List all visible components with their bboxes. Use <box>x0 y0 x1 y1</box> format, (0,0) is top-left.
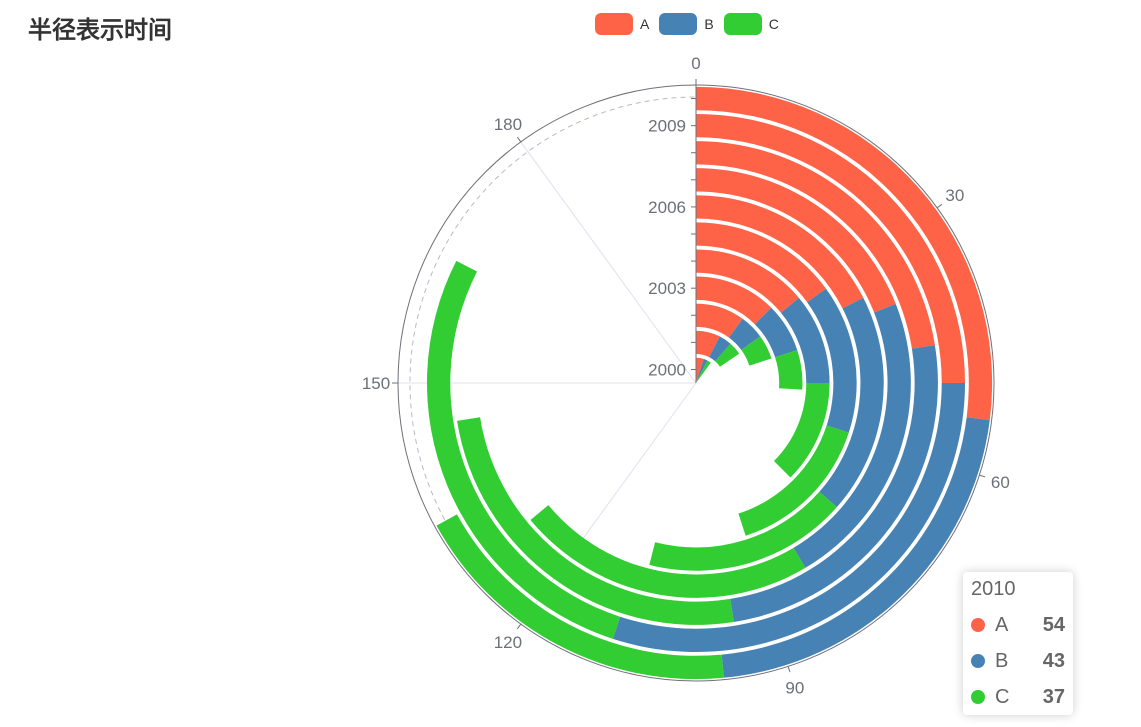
bar-c-2005 <box>738 425 849 536</box>
bar-c-2001 <box>715 343 740 367</box>
angle-tick-label: 30 <box>945 186 964 205</box>
angle-tick <box>516 136 522 143</box>
tooltip-dot-b <box>971 654 985 668</box>
tooltip-value-a: 54 <box>1042 613 1065 636</box>
bar-b-2004 <box>780 297 830 383</box>
tooltip-name-c: C <box>995 685 1010 708</box>
bar-c-2003 <box>775 350 803 390</box>
bar-b-2010 <box>721 417 990 678</box>
tooltip-value-b: 43 <box>1042 649 1065 672</box>
bar-a-2004 <box>696 249 799 313</box>
radius-tick-label: 2000 <box>648 360 686 379</box>
legend-label-c: C <box>768 16 779 32</box>
tooltip-row-c: C 37 <box>971 679 1065 715</box>
bar-b-2000 <box>696 359 708 382</box>
legend-item-c[interactable]: C <box>723 13 779 35</box>
angle-tick-label: 0 <box>691 54 700 73</box>
bar-b-2009 <box>612 383 966 653</box>
angle-tick <box>787 666 791 673</box>
chart-title: 半径表示时间 <box>28 17 172 44</box>
bar-c-2008 <box>457 417 734 625</box>
radius-tick-label: 2009 <box>648 117 686 136</box>
tooltip: 2010 A 54 B 43 C 37 <box>963 572 1073 715</box>
bar-a-2010 <box>696 86 993 421</box>
bar-c-2009 <box>426 260 621 639</box>
bar-c-2004 <box>773 383 830 478</box>
angle-split-line <box>520 141 697 384</box>
bar-a-2003 <box>696 276 772 325</box>
tooltip-row-b: B 43 <box>971 643 1065 679</box>
tooltip-title: 2010 <box>971 578 1016 600</box>
legend-label-b: B <box>704 16 714 32</box>
radius-tick-label: 2006 <box>648 198 686 217</box>
legend-label-a: A <box>640 16 650 32</box>
angle-tick-label: 150 <box>362 374 390 393</box>
tooltip-name-a: A <box>995 613 1009 636</box>
legend-item-a[interactable]: A <box>595 13 649 35</box>
angle-tick <box>936 203 943 209</box>
bar-b-2003 <box>754 307 798 358</box>
bar-c-2002 <box>741 336 772 366</box>
angle-tick-label: 60 <box>991 473 1010 492</box>
angle-tick-label: 90 <box>785 678 804 697</box>
legend-swatch-a <box>595 13 633 35</box>
angle-tick-label: 120 <box>494 633 522 652</box>
angle-tick <box>979 474 986 478</box>
tooltip-dot-a <box>971 618 985 632</box>
bar-a-2008 <box>696 141 935 349</box>
angle-tick <box>516 623 522 630</box>
bar-a-2007 <box>696 168 896 313</box>
bar-a-2005 <box>696 222 826 303</box>
legend-swatch-c <box>723 13 762 35</box>
tooltip-row-a: A 54 <box>971 607 1065 643</box>
tooltip-dot-c <box>971 690 985 704</box>
bar-b-2005 <box>807 288 857 433</box>
tooltip-value-c: 37 <box>1042 685 1065 708</box>
bar-c-2007 <box>530 505 806 598</box>
legend: A B C <box>595 13 789 35</box>
bar-b-2008 <box>730 345 938 622</box>
bar-b-2001 <box>709 336 731 362</box>
legend-swatch-b <box>659 13 698 35</box>
radius-tick-label: 2003 <box>648 279 686 298</box>
bar-b-2007 <box>793 303 911 568</box>
bar-c-2010 <box>436 514 724 680</box>
bar-a-2002 <box>696 303 743 338</box>
bar-c-2006 <box>649 491 837 571</box>
bar-c-2000 <box>696 360 711 382</box>
bar-b-2002 <box>728 318 761 351</box>
bar-a-2000 <box>696 357 704 382</box>
angle-tick-label: 180 <box>494 115 522 134</box>
bar-a-2009 <box>696 113 966 383</box>
bar-a-2001 <box>696 330 720 358</box>
tooltip-name-b: B <box>995 649 1009 672</box>
bar-b-2006 <box>819 297 884 508</box>
bar-a-2006 <box>696 195 864 309</box>
legend-item-b[interactable]: B <box>659 13 714 35</box>
